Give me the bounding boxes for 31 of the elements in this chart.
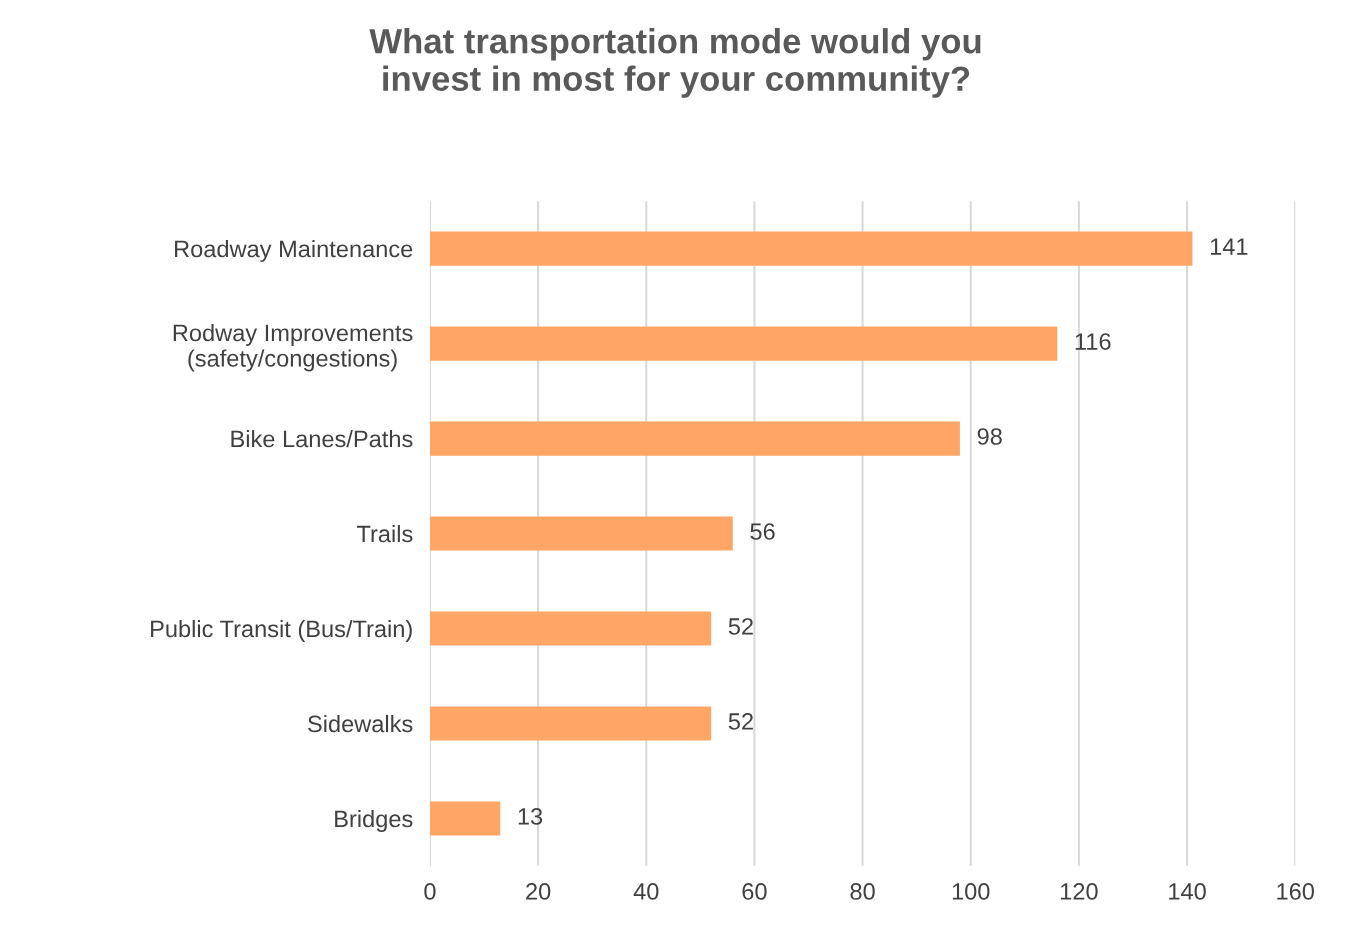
x-tick-label: 20 [526,883,551,900]
data-label: 141 [1210,238,1248,255]
data-label: 52 [728,618,753,635]
bar [429,706,712,741]
x-tick-label: 0 [424,883,436,900]
x-tick-label: 60 [742,883,767,900]
x-tick-label: 80 [850,883,875,900]
y-tick-label: Roadway Maintenance [175,239,413,262]
y-tick-label: Bridges [335,809,413,832]
bar [429,326,1058,361]
x-tick-label: 140 [1169,883,1206,900]
data-label: 52 [728,713,753,730]
bar [429,231,1193,266]
y-tick-label: Trails [356,524,413,543]
bar [429,801,501,836]
data-label: 98 [977,428,1002,445]
y-tick-label: Public Transit (Bus/Train) [151,619,412,642]
bar [429,421,960,456]
bar [429,516,733,551]
y-tick-label: Bike Lanes/Paths [231,429,413,448]
y-tick-label: Sidewalks [308,714,413,733]
chart-title: What transportation mode would you invest in most for your community? [369,28,981,98]
y-tick-label: Rodway Improvements (safety/congestions) [173,323,413,372]
x-tick-label: 40 [633,883,659,900]
x-tick-label: 160 [1277,883,1314,900]
data-label: 13 [518,808,543,825]
bar [429,611,712,646]
x-tick-label: 100 [952,883,990,900]
x-tick-label: 120 [1061,883,1098,900]
data-label: 56 [750,523,775,540]
data-label: 116 [1075,333,1111,350]
